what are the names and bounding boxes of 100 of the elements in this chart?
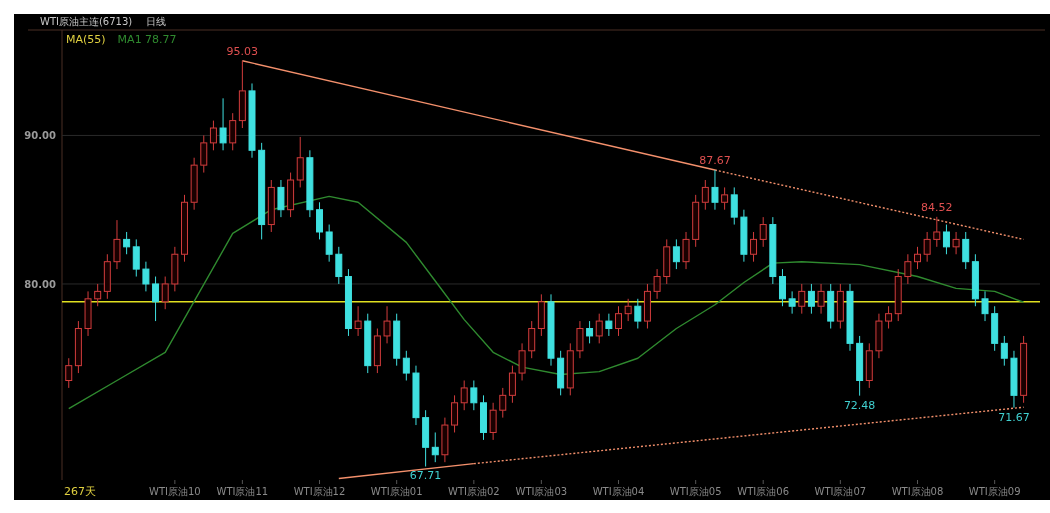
candlestick [258,142,266,240]
annotation: 87.67 [699,154,731,168]
x-tick-label: WTI原油02 [448,486,500,497]
x-tick-label: WTI原油08 [891,486,944,497]
candlestick [132,238,140,278]
candlestick [836,283,844,330]
candlestick [238,60,246,129]
candlestick [267,179,275,233]
candlestick [499,387,507,419]
candlestick [991,305,999,352]
candlestick [807,283,815,315]
candlestick [1010,350,1018,409]
candlestick [711,169,719,211]
candlestick [952,231,960,255]
candlestick [460,380,468,411]
candlestick [923,231,931,263]
candlestick [827,283,835,330]
title: WTI原油主连(6713) [40,16,133,27]
x-tick-label: WTI原油06 [737,486,790,497]
candlestick [692,194,700,248]
candlestick [123,231,131,255]
chart-subtitle: 日线 [146,16,167,27]
y-tick-label: 90.00 [24,130,57,142]
candlestick [248,82,256,159]
annotation: 72.48 [843,398,876,412]
candlestick [682,231,690,270]
candlestick [181,194,188,263]
candlestick [306,149,314,218]
candlestick [470,380,478,411]
candlestick [605,313,613,337]
candlestick [663,238,671,285]
candlestick [1020,335,1028,404]
candlestick [277,179,285,218]
candlestick [643,283,651,330]
candlestick [788,290,796,315]
candlestick [190,157,198,211]
candlestick [480,394,487,441]
line-series [68,195,1025,410]
x-tick-label: WTI原油07 [814,486,867,497]
candlestick [113,219,121,270]
text: MA1 78.77 [117,33,177,46]
candlestick [846,283,854,352]
candlestick [200,134,208,174]
x-tick-label: WTI原油01 [370,486,423,497]
candlestick [759,216,767,248]
candlestick [885,305,893,330]
candlestick [904,253,912,285]
candlestick [103,253,111,300]
candlestick [354,305,362,337]
candlestick [615,305,622,337]
x-tick-label: WTI原油03 [515,486,568,497]
candlestick [721,186,729,211]
x-tick-label: WTI原油09 [968,486,1021,497]
candlestick [981,290,989,322]
candlestick [518,342,526,381]
annotation: 84.52 [921,200,953,214]
candlestick [798,283,806,315]
candlestick [84,290,92,337]
candlestick [94,283,102,307]
candlestick [740,209,748,263]
x-tick-label: WTI原油05 [669,486,722,497]
candlestick [653,268,661,300]
candlestick [219,97,227,151]
candlestick [65,357,73,389]
x-tick-label: WTI原油04 [592,486,645,497]
candlestick [441,417,449,463]
annotation: 67.71 [409,469,442,483]
candlestick [750,231,758,263]
candlestick [971,253,979,307]
candlestick [422,409,430,467]
text: 267天 [64,485,96,498]
candlestick [528,320,536,359]
x-tick-label: WTI原油10 [149,486,201,497]
candlestick [74,320,82,374]
candlestick [489,402,497,441]
candlestick [933,216,941,248]
candlestick [856,335,864,397]
candlestick [1000,335,1008,367]
legend-title: MA(55) [66,33,106,46]
candlestick [142,261,150,292]
candlestick [634,298,642,330]
candlestick [701,179,709,211]
annotation: 95.03 [226,44,259,58]
candlestick [672,238,680,270]
candlestick [431,431,439,463]
x-tick-label: WTI原油11 [216,486,269,497]
candlestick [875,313,883,359]
candlestick [769,216,777,285]
candlestick [624,298,632,322]
candlestick [547,293,555,367]
candlestick [817,283,825,315]
candlestick [778,268,786,307]
candlestick [962,231,970,270]
y-tick-label: 80.00 [24,278,57,290]
annotation: 71.67 [998,410,1030,424]
candlestick [412,365,420,426]
candlestick [344,268,352,337]
candlestick [914,246,921,270]
candlestick [335,246,343,285]
candlestick [894,268,902,322]
